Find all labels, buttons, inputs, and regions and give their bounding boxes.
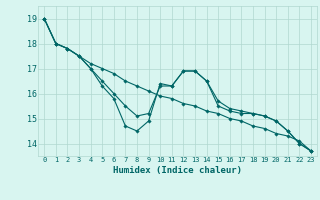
X-axis label: Humidex (Indice chaleur): Humidex (Indice chaleur) — [113, 166, 242, 175]
